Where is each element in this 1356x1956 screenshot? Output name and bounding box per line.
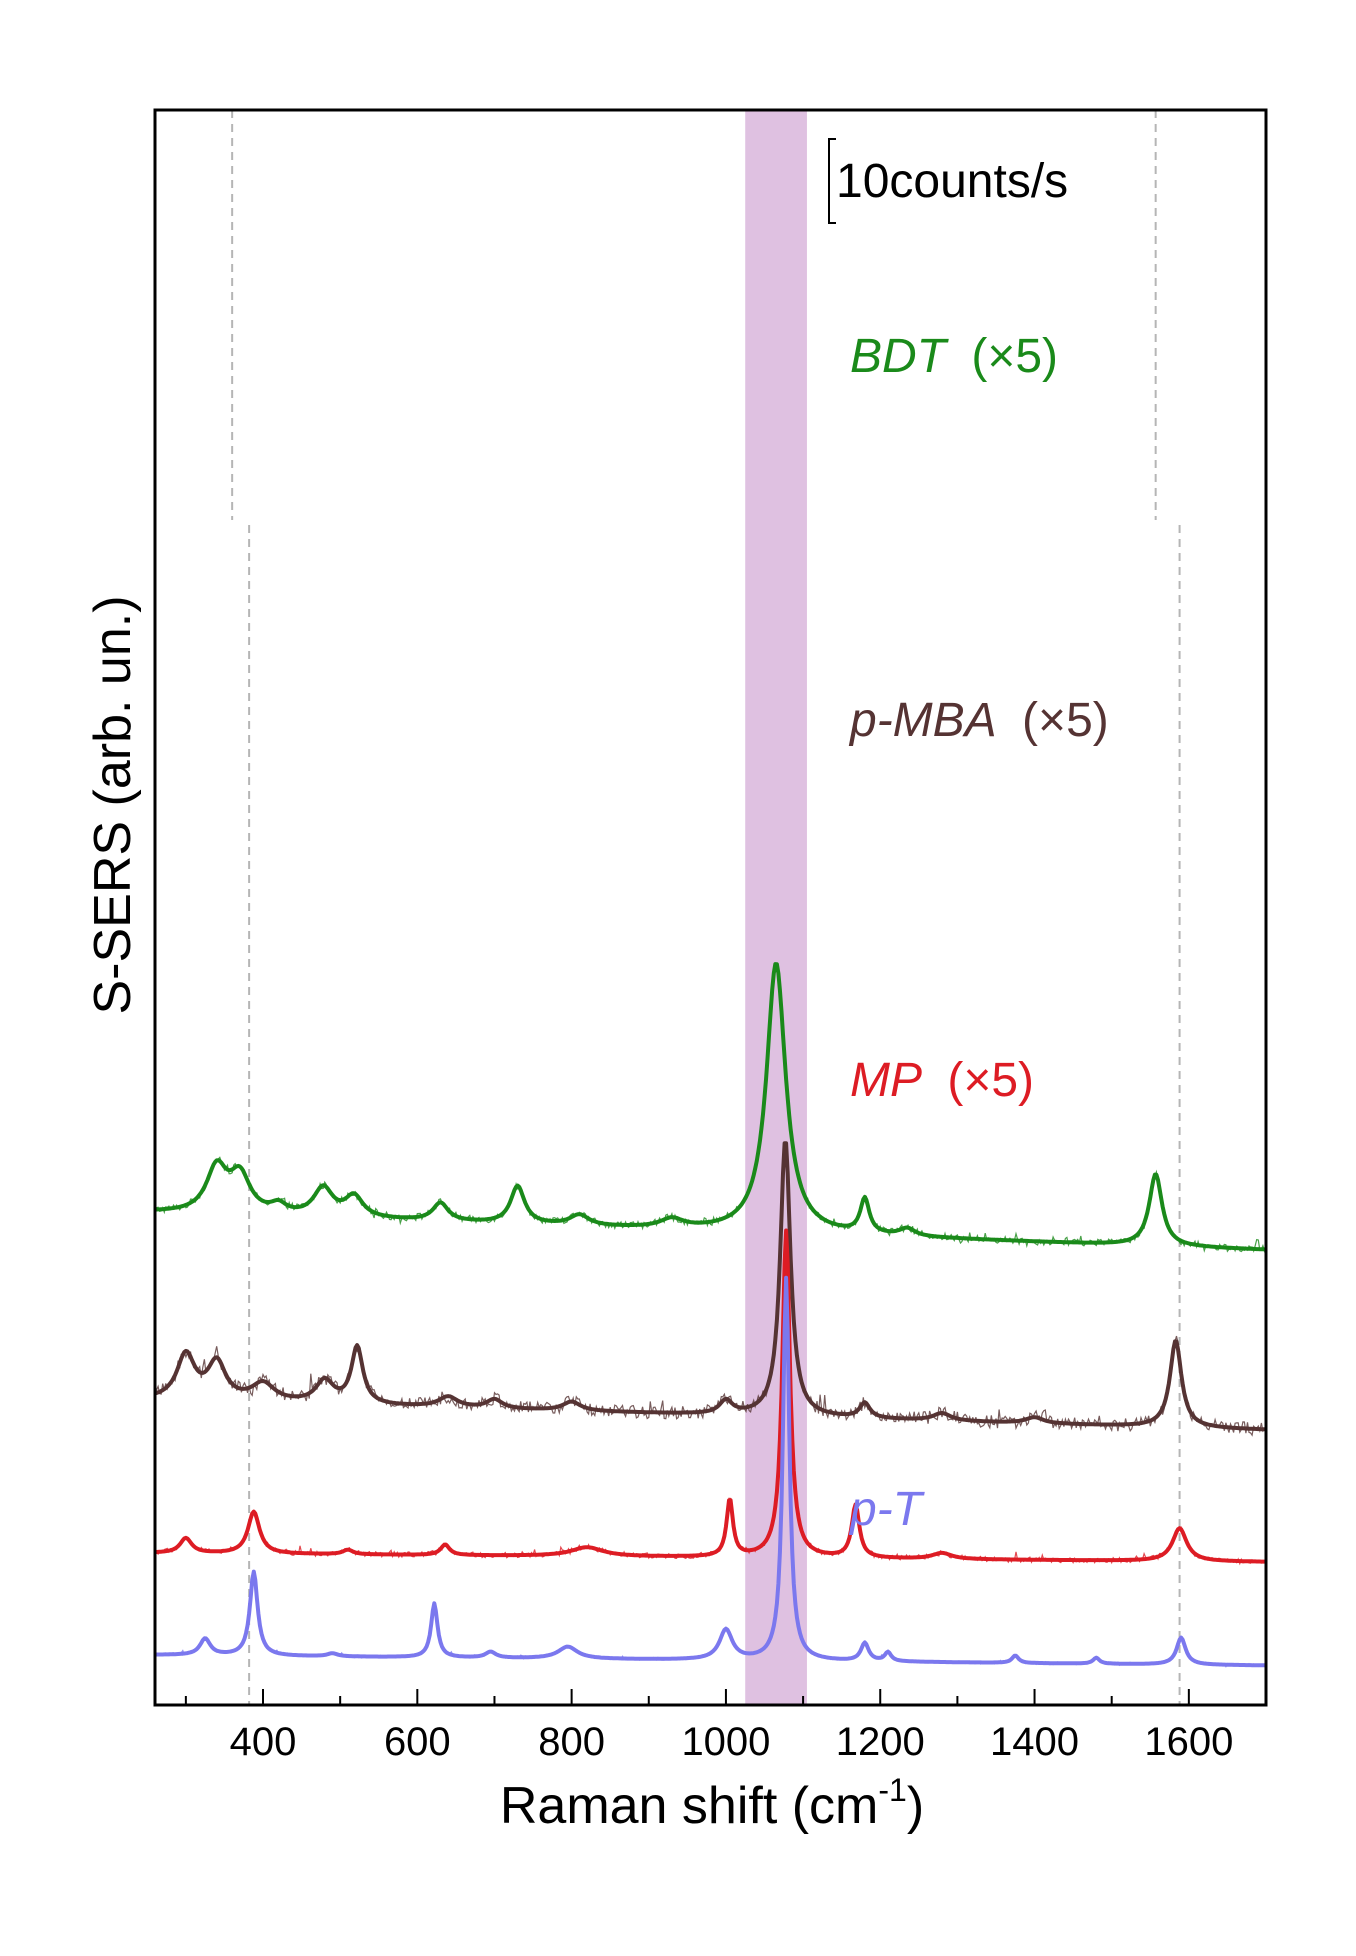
series-smooth-line [154, 1275, 1267, 1668]
series-layer [154, 962, 1267, 1668]
series-label-mp: MP (×5) [850, 1054, 1034, 1107]
reference-lines-layer [231, 110, 1181, 1705]
series-pt [154, 1275, 1267, 1668]
svg-text:p-MBA (×5): p-MBA (×5) [848, 694, 1109, 747]
x-tick-label: 1400 [990, 1720, 1079, 1764]
y-axis-title: S-SERS (arb. un.) [84, 595, 142, 1014]
series-label-pmba: p-MBA (×5) [848, 694, 1109, 747]
x-tick-label: 600 [384, 1720, 451, 1764]
series-bdt [154, 962, 1267, 1254]
plot-frame [153, 108, 1268, 1707]
scale-bar-bracket [828, 138, 836, 224]
series-name-bdt: BDT [850, 330, 950, 383]
series-smooth-line [154, 1228, 1267, 1564]
series-name-pt: p-T [848, 1483, 926, 1536]
series-label-bdt: BDT (×5) [850, 330, 1058, 383]
series-label-pt: p-T [848, 1483, 926, 1536]
series-multiplier-bdt: (×5) [971, 330, 1058, 383]
series-name-mp: MP [850, 1054, 922, 1107]
series-multiplier-pmba: (×5) [1022, 694, 1109, 747]
x-tick-label: 800 [538, 1720, 605, 1764]
svg-text:MP (×5): MP (×5) [850, 1054, 1034, 1107]
x-tick-label: 1600 [1144, 1720, 1233, 1764]
svg-text:p-T: p-T [848, 1483, 926, 1536]
series-mp [154, 1228, 1267, 1566]
series-pmba [154, 1141, 1267, 1437]
x-tick-label: 400 [230, 1720, 297, 1764]
series-smooth-line [154, 962, 1267, 1252]
x-tick-label: 1000 [681, 1720, 770, 1764]
series-name-pmba: p-MBA [848, 694, 997, 747]
series-smooth-line [154, 1141, 1267, 1432]
axes-layer: 400 600 800 1000 1200 1400 1600 [153, 108, 1268, 1764]
x-axis-title: Raman shift (cm-1) [500, 1772, 924, 1835]
series-multiplier-mp: (×5) [947, 1054, 1034, 1107]
scale-bar-label: 10counts/s [836, 155, 1068, 208]
svg-text:BDT (×5): BDT (×5) [850, 330, 1058, 383]
scale-bar: 10counts/s [828, 138, 1068, 224]
series-raw-line [154, 962, 1267, 1254]
highlight-band-layer [745, 110, 807, 1705]
highlight-band [745, 110, 807, 1705]
x-tick-label: 1200 [836, 1720, 925, 1764]
